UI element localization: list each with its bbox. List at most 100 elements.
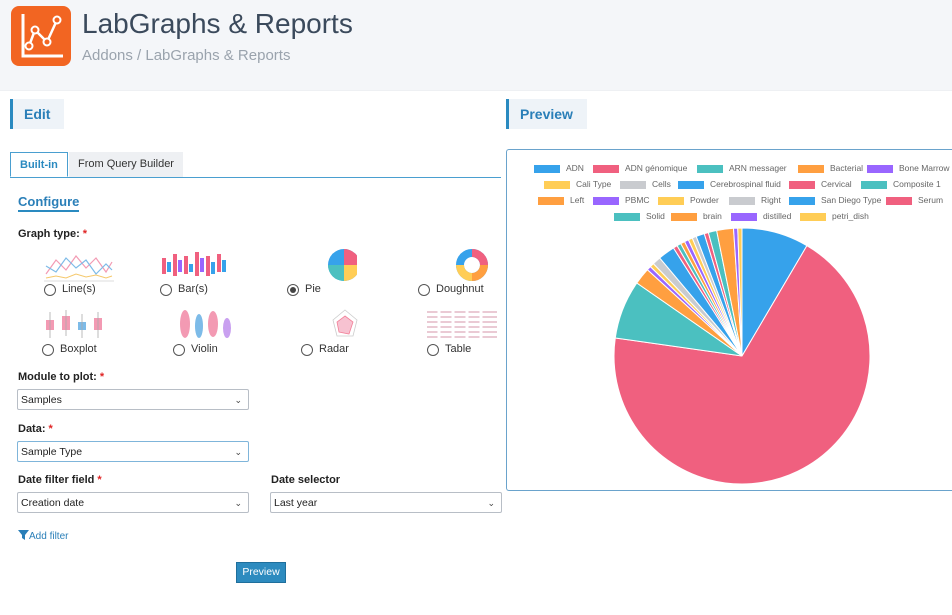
legend-swatch xyxy=(534,164,560,173)
legend-swatch xyxy=(620,180,646,189)
graph-radio-doughnut[interactable] xyxy=(418,284,430,296)
line-chart-thumbnail-icon xyxy=(44,255,114,282)
radar-thumbnail-icon xyxy=(332,309,358,337)
graph-type-label: Graph type: * xyxy=(18,228,88,240)
graph-option-label: Pie xyxy=(305,283,321,295)
legend-label: petri_dish xyxy=(832,211,869,221)
graph-radio-radar[interactable] xyxy=(301,344,313,356)
legend-swatch xyxy=(800,212,826,221)
legend-swatch xyxy=(544,180,570,189)
legend-label: Powder xyxy=(690,195,719,205)
legend-item[interactable]: ADN génomique xyxy=(593,163,687,173)
legend-item[interactable]: Cervical xyxy=(789,179,852,189)
legend-label: distilled xyxy=(763,211,792,221)
breadcrumb: Addons / LabGraphs & Reports xyxy=(82,47,291,64)
legend-item[interactable]: PBMC xyxy=(593,195,650,205)
legend-item[interactable]: Serum xyxy=(886,195,943,205)
legend-item[interactable]: petri_dish xyxy=(800,211,869,221)
legend-swatch xyxy=(798,164,824,173)
legend-item[interactable]: Composite 1 xyxy=(861,179,941,189)
pie-chart-thumbnail-icon xyxy=(328,249,357,281)
legend-item[interactable]: distilled xyxy=(731,211,791,221)
legend-item[interactable]: Right xyxy=(729,195,781,205)
graph-option-label: Boxplot xyxy=(60,343,97,355)
legend-item[interactable]: ADN xyxy=(534,163,584,173)
graph-option-bar[interactable]: Bar(s) xyxy=(138,248,238,306)
legend-swatch xyxy=(658,196,684,205)
legend-swatch xyxy=(789,180,815,189)
pie-slice[interactable] xyxy=(737,227,743,357)
graph-radio-bar[interactable] xyxy=(160,284,172,296)
legend-item[interactable]: Cali Type xyxy=(544,179,611,189)
legend-item[interactable]: brain xyxy=(671,211,722,221)
date-selector-select[interactable]: Last year ⌄ xyxy=(270,492,502,513)
configure-heading: Configure xyxy=(18,194,80,212)
legend-swatch xyxy=(671,212,697,221)
violin-thumbnail-icon xyxy=(180,310,231,338)
graph-radio-boxplot[interactable] xyxy=(42,344,54,356)
add-filter-link[interactable]: Add filter xyxy=(18,530,68,542)
doughnut-chart-thumbnail-icon xyxy=(456,249,488,281)
graph-option-label: Violin xyxy=(191,343,218,355)
legend-label: Bone Marrow xyxy=(899,163,950,173)
data-select[interactable]: Sample Type ⌄ xyxy=(17,441,249,462)
graph-option-boxplot[interactable]: Boxplot xyxy=(20,308,120,366)
legend-label: Cervical xyxy=(821,179,852,189)
preview-button[interactable]: Preview xyxy=(236,562,286,583)
page-title: LabGraphs & Reports xyxy=(82,8,353,39)
labgraphs-logo-icon xyxy=(11,6,71,66)
data-select-value: Sample Type xyxy=(21,446,83,458)
preview-heading: Preview xyxy=(506,99,587,129)
graph-option-line[interactable]: Line(s) xyxy=(22,248,122,306)
graph-option-violin[interactable]: Violin xyxy=(151,308,251,366)
legend-label: Bacterial xyxy=(830,163,864,173)
legend-item[interactable]: Bone Marrow xyxy=(867,163,950,173)
legend-item[interactable]: Cells xyxy=(620,179,671,189)
graph-radio-pie[interactable] xyxy=(287,284,299,296)
legend-label: Solid xyxy=(646,211,665,221)
graph-option-label: Line(s) xyxy=(62,283,96,295)
date-selector-label: Date selector xyxy=(271,474,341,486)
page-header: LabGraphs & Reports Addons / LabGraphs &… xyxy=(0,0,952,91)
legend-swatch xyxy=(861,180,887,189)
legend-swatch xyxy=(789,196,815,205)
edit-heading: Edit xyxy=(10,99,65,129)
legend-item[interactable]: San Diego Type xyxy=(789,195,881,205)
date-field-label: Date filter field * xyxy=(18,474,102,486)
legend-item[interactable]: Powder xyxy=(658,195,719,205)
module-select[interactable]: Samples ⌄ xyxy=(17,389,249,410)
graph-radio-table[interactable] xyxy=(427,344,439,356)
graph-radio-violin[interactable] xyxy=(173,344,185,356)
data-label: Data: * xyxy=(18,423,53,435)
legend-label: PBMC xyxy=(625,195,650,205)
module-label: Module to plot: * xyxy=(18,371,105,383)
legend-item[interactable]: ARN messager xyxy=(697,163,787,173)
legend-swatch xyxy=(614,212,640,221)
graph-option-table[interactable]: Table xyxy=(405,308,505,366)
pie-slice[interactable] xyxy=(613,244,871,485)
pie-chart xyxy=(613,227,871,485)
legend-item[interactable]: Bacterial xyxy=(798,163,863,173)
graph-option-doughnut[interactable]: Doughnut xyxy=(396,248,496,306)
graph-option-label: Bar(s) xyxy=(178,283,208,295)
date-field-select[interactable]: Creation date ⌄ xyxy=(17,492,249,513)
legend-label: ADN génomique xyxy=(625,163,688,173)
table-thumbnail-icon xyxy=(427,308,497,342)
legend-item[interactable]: Left xyxy=(538,195,584,205)
chevron-down-icon: ⌄ xyxy=(234,447,242,457)
legend-item[interactable]: Cerebrospinal fluid xyxy=(678,179,781,189)
bar-chart-thumbnail-icon xyxy=(162,252,226,276)
graph-option-radar[interactable]: Radar xyxy=(279,308,379,366)
legend-swatch xyxy=(538,196,564,205)
tab-built-in[interactable]: Built-in xyxy=(10,152,68,177)
legend-item[interactable]: Solid xyxy=(614,211,665,221)
legend-swatch xyxy=(729,196,755,205)
tab-from-query-builder[interactable]: From Query Builder xyxy=(69,152,183,177)
filter-icon xyxy=(18,530,29,540)
legend-label: Cells xyxy=(652,179,671,189)
chevron-down-icon: ⌄ xyxy=(234,498,242,508)
graph-radio-line[interactable] xyxy=(44,284,56,296)
graph-option-pie[interactable]: Pie xyxy=(265,248,365,306)
legend-swatch xyxy=(678,180,704,189)
graph-option-label: Doughnut xyxy=(436,283,484,295)
